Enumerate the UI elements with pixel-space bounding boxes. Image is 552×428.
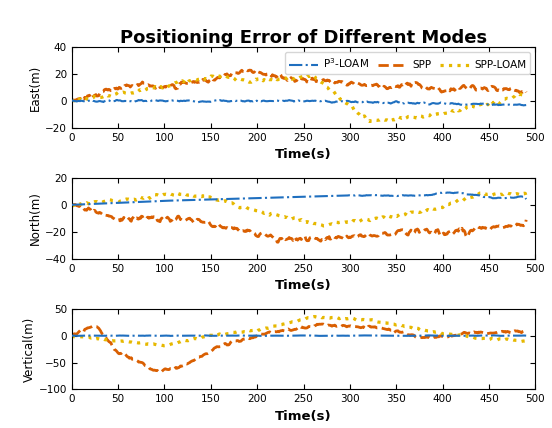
X-axis label: Time(s): Time(s)	[275, 148, 332, 161]
Legend: P$^3$-LOAM, SPP, SPP-LOAM: P$^3$-LOAM, SPP, SPP-LOAM	[285, 52, 530, 74]
Y-axis label: Vertical(m): Vertical(m)	[23, 316, 36, 382]
Title: Positioning Error of Different Modes: Positioning Error of Different Modes	[120, 29, 487, 47]
X-axis label: Time(s): Time(s)	[275, 410, 332, 423]
Y-axis label: North(m): North(m)	[29, 191, 43, 245]
Y-axis label: East(m): East(m)	[29, 64, 43, 110]
X-axis label: Time(s): Time(s)	[275, 279, 332, 292]
